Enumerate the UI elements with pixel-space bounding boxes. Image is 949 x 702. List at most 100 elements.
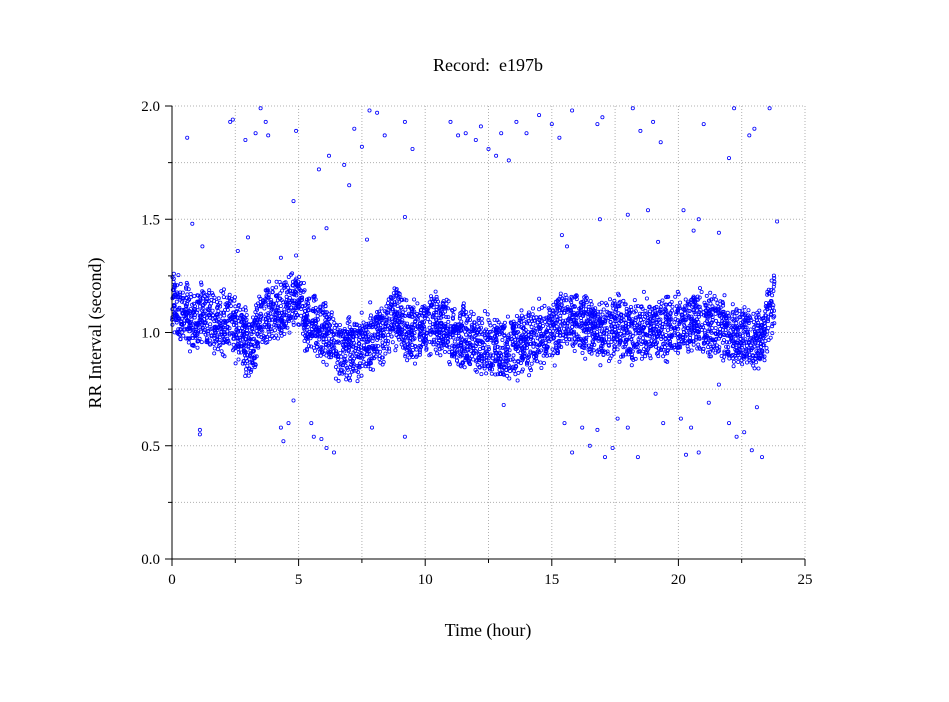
data-point xyxy=(727,340,732,345)
data-point xyxy=(210,291,215,296)
data-point xyxy=(600,115,605,120)
data-point xyxy=(593,321,598,326)
data-point xyxy=(591,325,596,330)
data-point xyxy=(267,318,272,323)
data-point xyxy=(635,345,640,350)
data-point xyxy=(621,298,626,303)
data-point xyxy=(624,321,629,326)
data-point xyxy=(181,333,186,338)
data-point xyxy=(354,354,359,359)
data-point xyxy=(441,342,446,347)
data-point xyxy=(196,338,201,343)
data-point xyxy=(214,305,219,310)
data-point xyxy=(717,330,722,335)
data-point xyxy=(678,300,683,305)
data-point xyxy=(439,346,444,351)
data-point xyxy=(340,368,345,373)
data-point xyxy=(765,289,770,294)
data-point xyxy=(248,342,253,347)
data-point xyxy=(730,309,735,314)
data-point xyxy=(413,344,418,349)
data-point xyxy=(465,347,470,352)
data-point xyxy=(490,356,495,361)
data-point xyxy=(225,307,230,312)
data-point xyxy=(559,233,564,238)
data-point xyxy=(421,341,426,346)
data-point xyxy=(692,326,697,331)
data-point xyxy=(386,332,391,337)
data-point xyxy=(733,336,738,341)
data-point xyxy=(324,310,329,315)
data-point xyxy=(263,301,268,306)
data-point xyxy=(266,133,271,138)
data-point xyxy=(771,288,776,293)
data-point xyxy=(363,325,368,330)
data-point xyxy=(524,131,529,136)
data-point xyxy=(732,314,737,319)
data-point xyxy=(178,319,183,324)
data-point xyxy=(574,293,579,298)
data-point xyxy=(565,244,570,249)
data-point xyxy=(754,360,759,365)
data-point xyxy=(620,354,625,359)
data-point xyxy=(678,416,683,421)
data-point xyxy=(296,305,301,310)
data-point xyxy=(321,340,326,345)
data-point xyxy=(203,332,208,337)
data-point xyxy=(244,313,249,318)
data-point xyxy=(313,310,318,315)
data-point xyxy=(681,327,686,332)
data-point xyxy=(445,335,450,340)
data-point xyxy=(412,361,417,366)
data-point xyxy=(529,334,534,339)
data-point xyxy=(321,301,326,306)
data-point xyxy=(259,315,264,320)
data-point xyxy=(186,287,191,292)
data-point xyxy=(417,350,422,355)
data-point xyxy=(657,331,662,336)
data-point xyxy=(588,323,593,328)
data-point xyxy=(753,341,758,346)
data-point xyxy=(611,333,616,338)
data-point xyxy=(404,333,409,338)
data-point xyxy=(223,339,228,344)
data-point xyxy=(713,325,718,330)
data-point xyxy=(324,353,329,358)
data-point xyxy=(379,315,384,320)
data-point xyxy=(357,337,362,342)
data-point xyxy=(194,321,199,326)
data-point xyxy=(462,329,467,334)
data-point xyxy=(365,348,370,353)
data-point xyxy=(520,333,525,338)
data-point xyxy=(186,340,191,345)
data-point xyxy=(230,330,235,335)
data-point xyxy=(653,311,658,316)
data-point xyxy=(522,348,527,353)
data-point xyxy=(694,303,699,308)
data-point xyxy=(263,340,268,345)
data-point xyxy=(364,333,369,338)
data-point xyxy=(324,226,329,231)
data-point xyxy=(759,331,764,336)
data-point xyxy=(361,320,366,325)
data-point xyxy=(200,326,205,331)
data-point xyxy=(393,348,398,353)
data-point xyxy=(243,373,248,378)
data-point xyxy=(622,333,627,338)
data-point xyxy=(674,304,679,309)
data-point xyxy=(766,337,771,342)
x-tick-label: 20 xyxy=(671,572,686,588)
data-point xyxy=(219,330,224,335)
data-point xyxy=(558,323,563,328)
data-point xyxy=(260,329,265,334)
data-point xyxy=(200,244,205,249)
data-point xyxy=(198,299,203,304)
data-point xyxy=(772,275,777,280)
data-point xyxy=(706,329,711,334)
data-point xyxy=(567,316,572,321)
data-point xyxy=(753,336,758,341)
data-point xyxy=(685,326,690,331)
data-point xyxy=(184,314,189,319)
data-point xyxy=(329,352,334,357)
data-point xyxy=(452,343,457,348)
